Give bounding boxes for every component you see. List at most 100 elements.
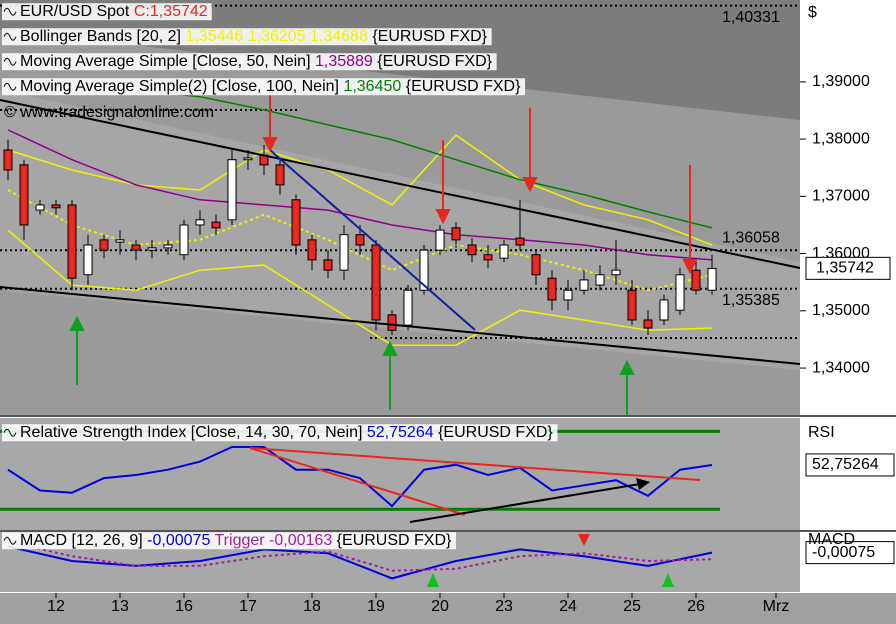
rsi-trend	[409, 483, 641, 523]
y-tick-label: 1,38000	[812, 130, 870, 147]
indicator-line	[7, 129, 713, 261]
x-tick-label: 20	[431, 598, 449, 615]
legend-row: MACD [12, 26, 9] -0,00075 Trigger -0,001…	[20, 532, 452, 549]
indicator-line	[7, 545, 713, 580]
candle-body	[675, 274, 685, 311]
candle-body	[307, 239, 317, 261]
candle-body	[195, 219, 205, 226]
value-box-label: 52,75264	[812, 456, 879, 473]
x-tick-label: 25	[623, 598, 641, 615]
candle-body	[51, 204, 61, 209]
candle-body	[531, 254, 541, 276]
candle-body	[403, 289, 413, 326]
macd-signal	[427, 573, 439, 587]
indicator: MACD [12, 26, 9]	[20, 532, 143, 549]
legend: EUR/USD Spot C:1,35742 Bollinger Bands […	[2, 3, 855, 550]
candle-body	[115, 239, 125, 243]
up-arrows	[69, 315, 635, 415]
legend-row: Moving Average Simple(2) [Close, 100, Ne…	[20, 78, 521, 95]
x-tick-label: 23	[495, 598, 513, 615]
indicator: Moving Average Simple(2) [Close, 100, Ne…	[20, 78, 339, 95]
indicator-values: 1,35889	[315, 53, 373, 70]
candle-body	[419, 249, 429, 291]
instrument: {EURUSD FXD}	[337, 532, 452, 549]
value-box-label: -0,00075	[812, 544, 875, 561]
y-tick-label: 1,37000	[812, 188, 870, 205]
candle-body	[371, 244, 381, 321]
indicator-line	[135, 89, 713, 229]
indicator: Relative Strength Index [Close, 14, 30, …	[20, 424, 362, 441]
trend-line	[0, 99, 801, 269]
indicator-icon	[3, 536, 17, 545]
indicator-icon	[3, 57, 17, 66]
price-marker-label: 1,35742	[816, 260, 874, 277]
x-tick-label: 26	[687, 598, 705, 615]
candle-body	[467, 244, 477, 256]
arrow-head	[636, 478, 650, 490]
legend-bg	[2, 28, 492, 46]
candle-body	[707, 267, 717, 291]
x-tick-label: 18	[303, 598, 321, 615]
candle-body	[35, 204, 45, 211]
x-tick-label: Mrz	[763, 598, 790, 615]
x-tick-label: 16	[175, 598, 193, 615]
instrument: {EURUSD FXD}	[372, 28, 487, 45]
candle-body	[643, 319, 653, 329]
candle-body	[515, 237, 525, 246]
trend-line	[269, 149, 476, 331]
last-close: C:1,35742	[134, 3, 208, 20]
indicator-values: 1,36450	[343, 78, 401, 95]
candle-body	[243, 157, 253, 161]
indicator-icon	[3, 7, 17, 16]
level-label: 1,40331	[722, 9, 780, 26]
candle-body	[275, 164, 285, 186]
symbol: EUR/USD Spot	[20, 3, 130, 20]
indicator-value: 52,75264	[367, 424, 434, 441]
macd-signal	[662, 573, 674, 587]
down-arrows	[262, 95, 698, 275]
candle-body	[211, 221, 221, 229]
candle-body	[611, 269, 621, 276]
trigger-value: -0,00163	[269, 532, 332, 549]
axis-label: MACD	[808, 531, 855, 548]
candle-body	[67, 204, 77, 279]
level-label: 1,35385	[722, 292, 780, 309]
candle-body	[355, 234, 365, 246]
candle-body	[291, 199, 301, 246]
axis-bg	[800, 0, 896, 415]
macd-signal	[578, 534, 590, 546]
rsi-trend	[249, 447, 466, 516]
legend-bg	[2, 78, 526, 96]
candle-body	[99, 239, 109, 251]
x-tick-label: 13	[111, 598, 129, 615]
currency: $	[808, 4, 817, 21]
indicator-line	[7, 189, 713, 292]
rsi-trend	[249, 447, 701, 481]
legend-bg	[2, 424, 558, 442]
value-box	[805, 453, 895, 477]
indicator-icon	[3, 428, 17, 437]
candle-body	[499, 244, 509, 259]
indicator-line	[7, 540, 713, 572]
candle-body	[691, 269, 701, 291]
y-tick-label: 1,39000	[812, 73, 870, 90]
indicator-line	[7, 229, 713, 346]
candle-body	[659, 299, 669, 321]
axis-label: RSI	[808, 424, 835, 441]
candle-body	[227, 159, 237, 221]
legend-row: Bollinger Bands [20, 2] 1,35446 1,36205 …	[20, 28, 488, 45]
indicator: Bollinger Bands [20, 2]	[20, 28, 181, 45]
legend-row: Moving Average Simple [Close, 50, Nein] …	[20, 53, 493, 70]
x-tick-label: 17	[239, 598, 257, 615]
level-label: 1,36058	[722, 229, 780, 246]
copyright: © www.tradesignalonline.com	[4, 104, 214, 121]
legend-bg	[2, 3, 212, 21]
candle-body	[483, 254, 493, 261]
trend-line	[0, 286, 801, 365]
instrument: {EURUSD FXD}	[377, 53, 492, 70]
y-tick-label: 1,34000	[812, 359, 870, 376]
indicator-value: -0,00075	[147, 532, 210, 549]
candle-body	[323, 259, 333, 271]
